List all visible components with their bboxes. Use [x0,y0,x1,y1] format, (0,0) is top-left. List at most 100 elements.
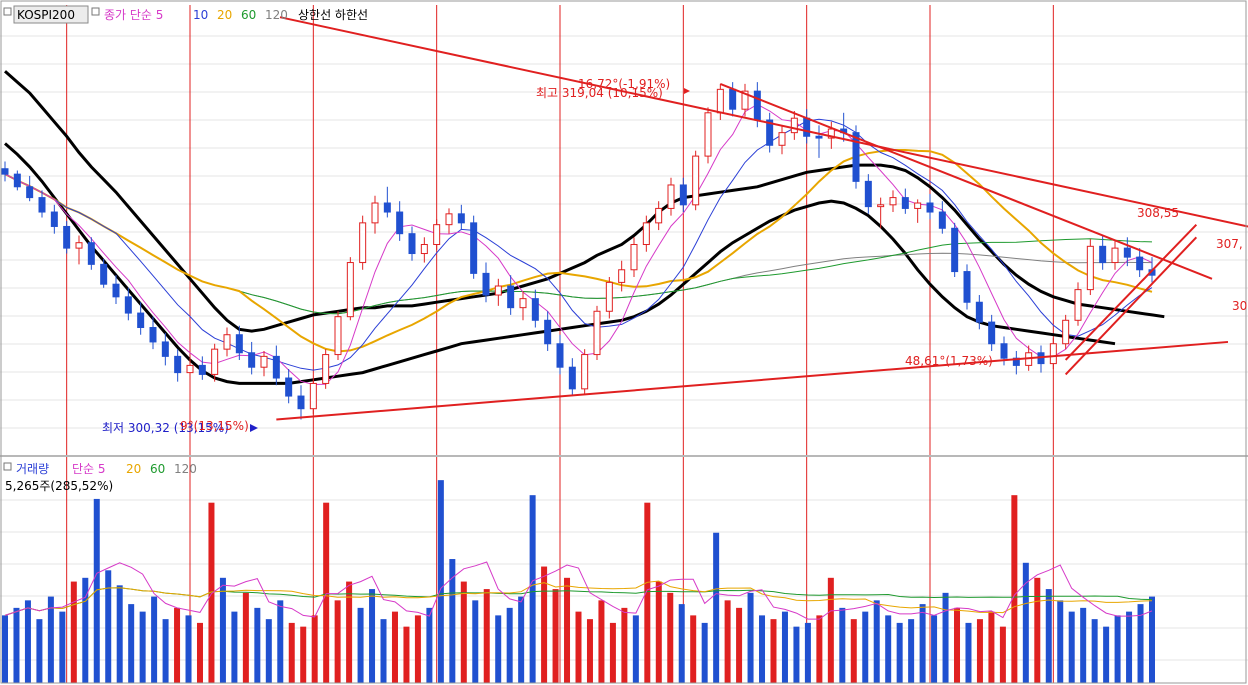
volume-bar [747,592,754,683]
volume-bar [1080,607,1087,683]
candle-body [50,211,58,227]
volume-bar [632,615,639,683]
symbol-box[interactable] [13,5,89,24]
volume-bar [1137,604,1144,683]
legend-item-bands: 상한선 하한선 [298,8,368,22]
candle-body [1123,247,1131,258]
candle-body [655,207,663,224]
candle-body [618,269,626,283]
legend-item-ma120: 120 [265,8,288,22]
volume-bar [1114,615,1121,683]
volume-bar [609,622,616,683]
volume-bar [219,577,226,683]
candle-body [692,155,700,206]
candle-body [186,364,194,374]
ma10-line [4,118,1153,371]
legend-toggle-icon[interactable] [3,7,12,16]
candle-body [926,202,934,213]
candle-body [766,119,774,146]
candle-body [642,222,650,246]
candle-body [124,296,132,314]
candle-body [137,312,145,329]
volume-bar [300,626,307,683]
candle-body [1074,289,1082,321]
ma20-line [4,149,1153,353]
candle-body [272,355,280,379]
candle-body [630,244,638,271]
candle-body [445,213,453,226]
volume-bar [151,596,158,683]
candle-body [359,222,367,264]
volume-bar [850,619,857,683]
volume-bar [862,611,869,683]
volume-bar [816,615,823,683]
price-legend: KOSPI200 종가 단순 5 10 20 60 120 상한선 하한선 [3,5,368,24]
candle-body [531,298,539,321]
candle-body [778,132,786,146]
volume-bar [621,607,628,683]
volume-bar [265,619,272,683]
low-marker-icon [250,424,258,432]
volume-bar [839,607,846,683]
legend-toggle-icon[interactable] [3,462,12,471]
candle-body [63,225,71,249]
right-price-1: 308,55 [1137,206,1179,220]
candle-body [556,343,564,368]
volume-bar [105,570,112,683]
candle-body [371,202,379,224]
volume-bar [598,600,605,683]
volume-bar [759,615,766,683]
symbol-label: KOSPI200 [17,8,75,22]
candle-body [901,197,909,209]
candle-body [852,132,860,182]
volume-bar [827,577,834,683]
candle-body [963,271,971,303]
candle-body [1136,256,1144,271]
volume-current-value: 5,265주(285,52%) [5,479,113,493]
channel-angle-label: 48,61°(1,73%) [905,354,993,368]
high-angle-label: 16,72°(-1,91%) [578,77,670,91]
volume-bar [472,600,479,683]
volume-bar [174,607,181,683]
volume-bar [59,611,66,683]
volume-bar [655,581,662,683]
volume-bar [380,619,387,683]
candle-body [248,352,256,368]
volume-bar [793,626,800,683]
volume-bar [1045,589,1052,683]
candle-body [235,334,243,354]
volume-bar [36,619,43,683]
candle-body [346,262,354,318]
volume-bar [942,592,949,683]
candle-body [309,382,317,410]
candle-body [38,197,46,213]
candle-body [100,263,108,285]
legend-item-ma60: 60 [241,8,256,22]
candle-body [494,285,502,296]
candle-body [864,180,872,208]
volume-bar [965,622,972,683]
candle-body [605,281,613,312]
candle-body [457,213,465,224]
candle-body [149,327,157,343]
candle-body [729,88,737,110]
volume-bar [586,619,593,683]
legend-toggle-icon[interactable] [91,7,100,16]
volume-bar [931,615,938,683]
candle-body [297,395,305,410]
volume-bar [770,619,777,683]
candle-body [112,283,120,298]
volume-bar [334,600,341,683]
volume-bar [678,604,685,683]
candle-body [1,168,9,175]
candle-body [815,135,823,139]
low-label: 최저 300,32 (13,15%) [102,421,229,435]
candle-body [223,334,231,350]
volume-bar [483,589,490,683]
volume-moving-averages [4,561,1153,620]
candle-body [716,88,724,114]
candle-body [408,233,416,255]
volume-bar [713,532,720,683]
volume-bar [93,498,100,683]
